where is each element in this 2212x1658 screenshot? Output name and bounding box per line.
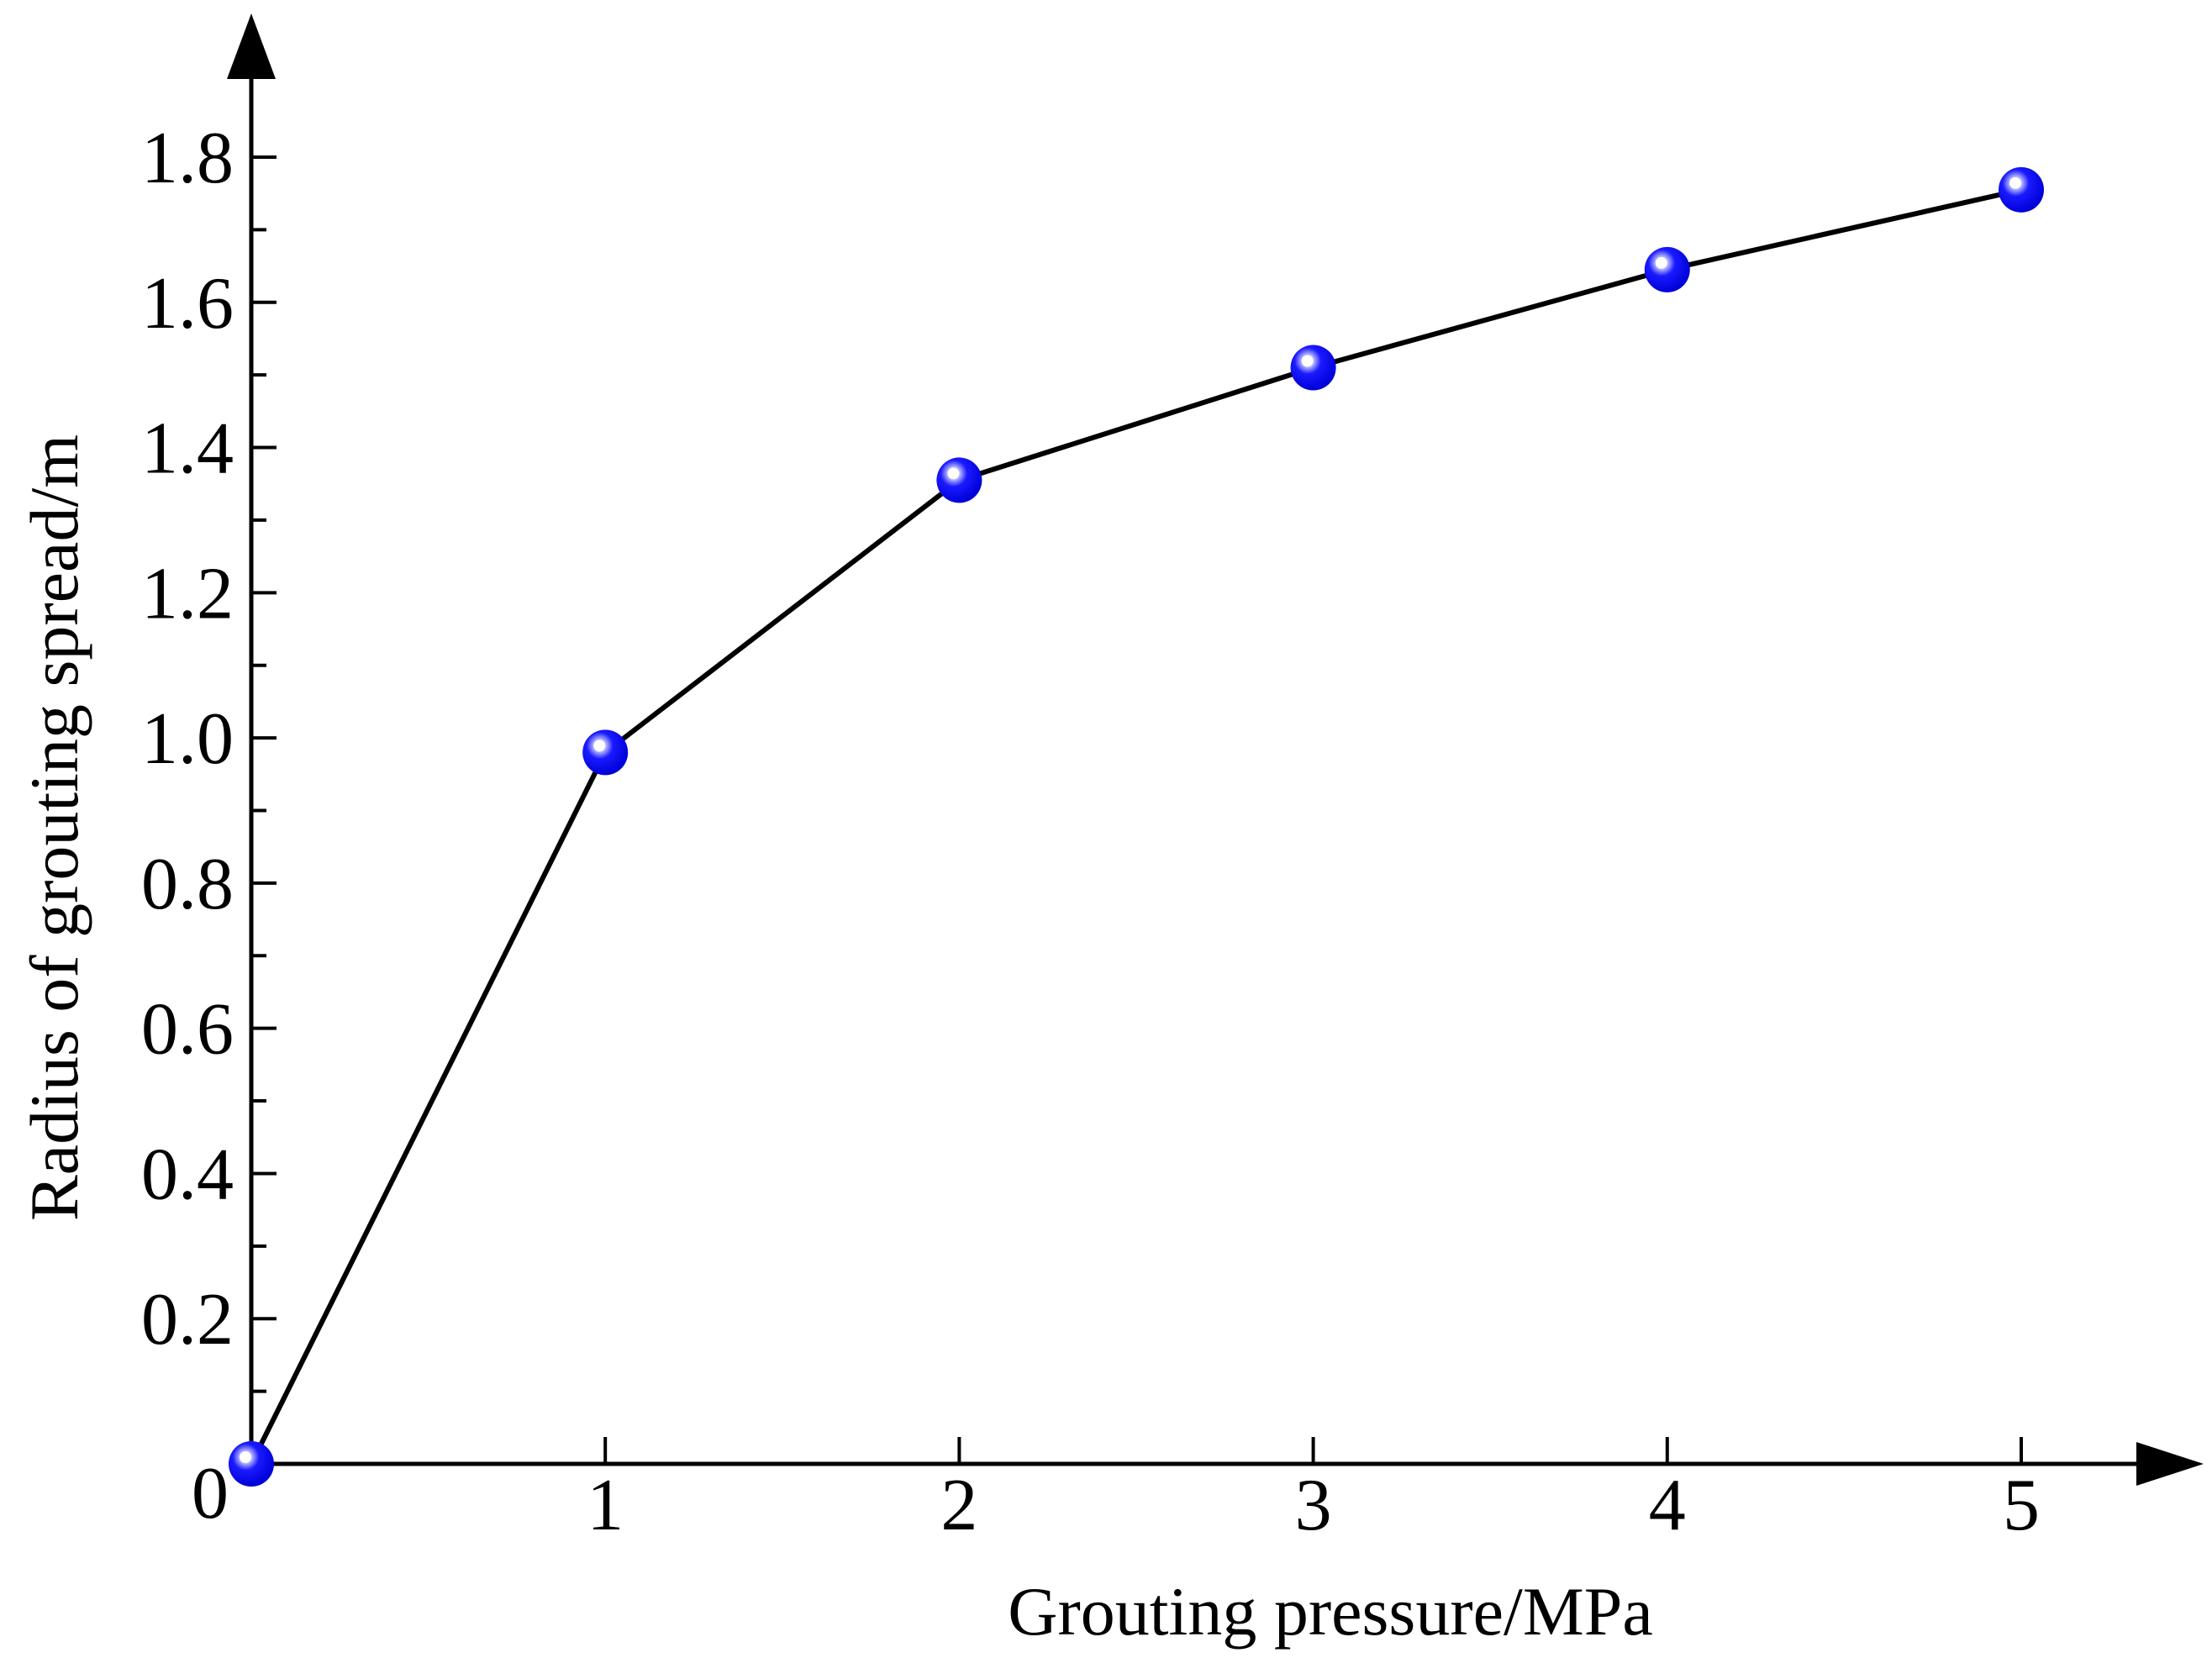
x-tick-label: 2 [940,1465,977,1546]
series-line [249,187,2022,1466]
y-axis-arrow [227,13,276,79]
x-axis-ticks: 1 2 3 4 5 [587,1437,2040,1546]
y-tick-label: 0.6 [141,989,234,1071]
y-axis-title: Radius of grouting spread/m [16,434,92,1221]
x-tick-label: 3 [1295,1465,1332,1546]
y-tick-label: 1.8 [141,118,234,199]
y-tick-label: 1.2 [141,553,234,634]
x-axis-title: Grouting pressure/MPa [1008,1573,1653,1650]
data-point-marker [229,1441,274,1487]
data-point-marker [1644,246,1690,292]
data-point-marker [1290,345,1336,391]
y-tick-label: 1.0 [141,698,234,780]
x-tick-label: 4 [1649,1465,1686,1546]
data-point-marker [936,457,982,503]
y-tick-label: 1.6 [141,263,234,345]
x-tick-label: 1 [587,1465,624,1546]
x-axis-arrow [2136,1442,2204,1486]
y-axis-ticks: 0.2 0.4 0.6 0.8 1.0 1.2 1.4 1.6 1.8 [141,118,276,1393]
origin-label: 0 [192,1453,229,1534]
y-tick-label: 1.4 [141,408,234,490]
series-markers [229,166,2044,1487]
y-tick-label: 0.8 [141,844,234,925]
x-tick-label: 5 [2003,1465,2040,1546]
y-tick-label: 0.2 [141,1279,234,1361]
data-point-marker [582,729,629,776]
data-point-marker [1999,166,2044,213]
y-tick-label: 0.4 [141,1134,234,1215]
